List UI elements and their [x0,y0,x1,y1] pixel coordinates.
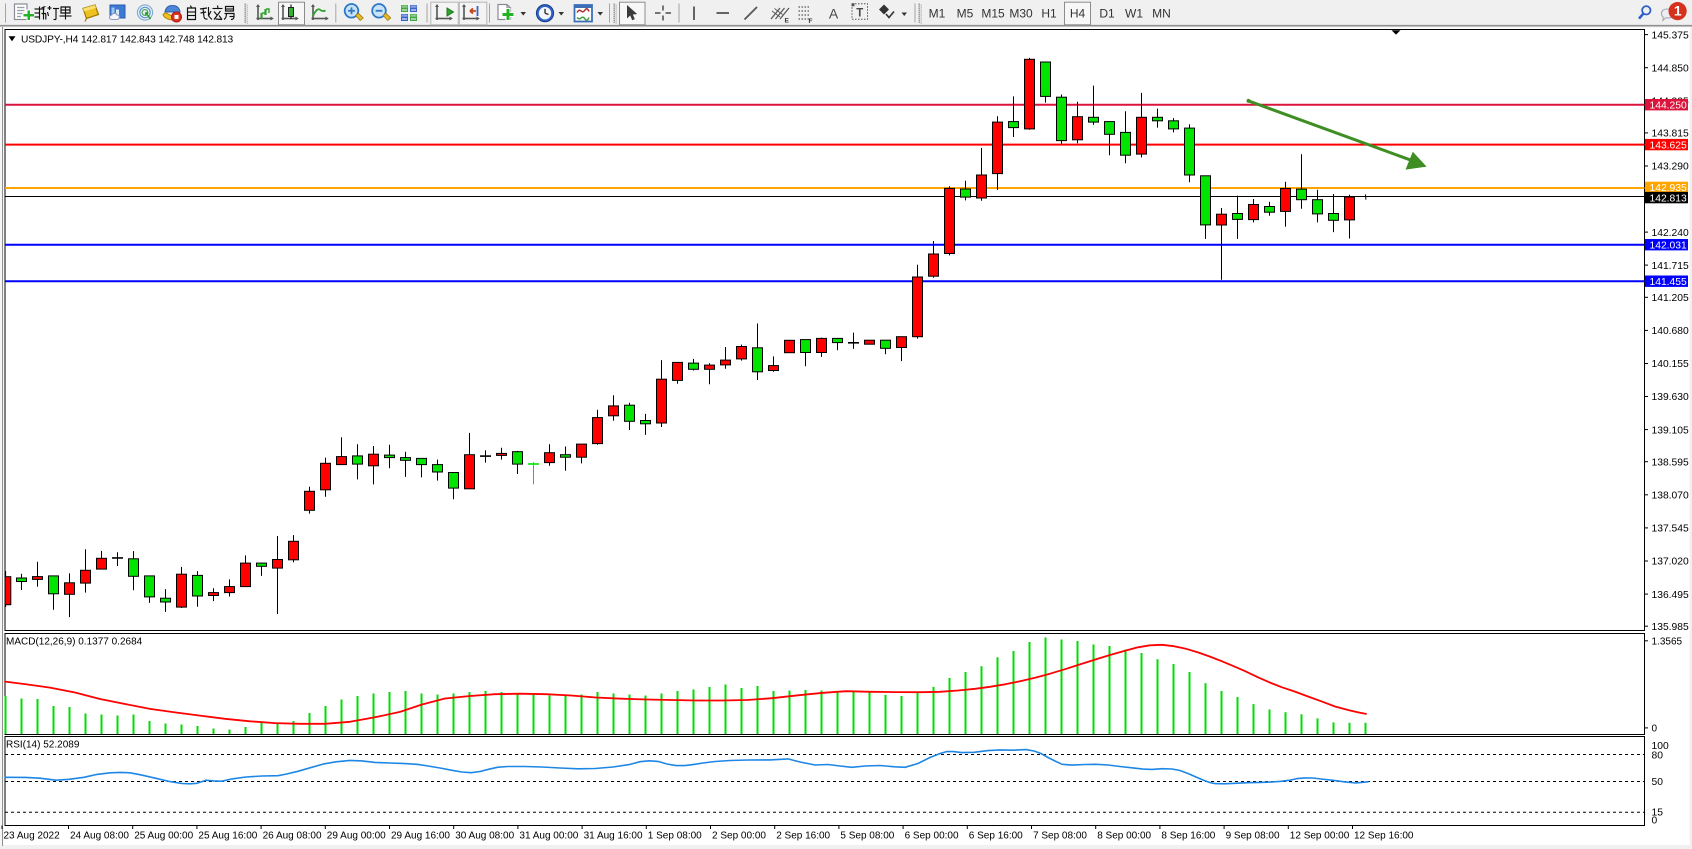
svg-text:30 Aug 08:00: 30 Aug 08:00 [455,831,514,842]
svg-text:143.625: 143.625 [1650,140,1687,151]
svg-text:0: 0 [1652,723,1658,734]
svg-text:140.155: 140.155 [1652,359,1689,370]
svg-text:139.105: 139.105 [1652,425,1689,436]
svg-text:143.290: 143.290 [1652,162,1689,173]
svg-text:143.815: 143.815 [1652,129,1689,140]
svg-text:12 Sep 16:00: 12 Sep 16:00 [1354,831,1414,842]
svg-text:M30: M30 [1009,7,1033,21]
svg-text:136.495: 136.495 [1652,590,1689,601]
svg-text:144.250: 144.250 [1650,100,1687,111]
svg-text:31 Aug 00:00: 31 Aug 00:00 [519,831,578,842]
svg-text:2 Sep 16:00: 2 Sep 16:00 [776,831,830,842]
svg-text:31 Aug 16:00: 31 Aug 16:00 [584,831,643,842]
svg-text:142.031: 142.031 [1650,240,1687,251]
svg-text:145.375: 145.375 [1652,30,1689,41]
svg-text:25 Aug 16:00: 25 Aug 16:00 [198,831,257,842]
svg-text:15: 15 [1652,808,1664,819]
svg-text:5 Sep 08:00: 5 Sep 08:00 [840,831,894,842]
svg-text:9 Sep 08:00: 9 Sep 08:00 [1226,831,1280,842]
svg-text:8 Sep 00:00: 8 Sep 00:00 [1097,831,1151,842]
svg-text:M15: M15 [981,7,1005,21]
svg-text:139.630: 139.630 [1652,392,1689,403]
svg-text:8 Sep 16:00: 8 Sep 16:00 [1161,831,1215,842]
svg-text:2 Sep 00:00: 2 Sep 00:00 [712,831,766,842]
svg-text:137.545: 137.545 [1652,524,1689,535]
svg-text:1 Sep 08:00: 1 Sep 08:00 [648,831,702,842]
svg-text:E: E [785,18,790,25]
svg-text:142.813: 142.813 [1650,193,1687,204]
svg-text:141.205: 141.205 [1652,293,1689,304]
svg-text:MN: MN [1152,7,1171,21]
svg-text:140.680: 140.680 [1652,326,1689,337]
svg-text:A: A [829,6,839,22]
svg-text:1.3565: 1.3565 [1652,636,1683,647]
svg-text:M1: M1 [929,7,946,21]
svg-text:6 Sep 16:00: 6 Sep 16:00 [969,831,1023,842]
svg-text:12 Sep 00:00: 12 Sep 00:00 [1290,831,1350,842]
svg-text:RSI(14) 52.2089: RSI(14) 52.2089 [6,740,80,751]
svg-text:H4: H4 [1070,7,1086,21]
svg-text:50: 50 [1652,777,1664,788]
svg-text:135.985: 135.985 [1652,622,1689,633]
svg-text:6 Sep 00:00: 6 Sep 00:00 [905,831,959,842]
svg-text:T: T [856,8,863,20]
svg-text:141.455: 141.455 [1650,277,1687,288]
svg-text:144.850: 144.850 [1652,63,1689,74]
svg-text:24 Aug 08:00: 24 Aug 08:00 [70,831,129,842]
svg-text:W1: W1 [1125,7,1143,21]
svg-text:0: 0 [1652,816,1658,827]
svg-text:137.020: 137.020 [1652,557,1689,568]
svg-text:USDJPY-,H4 142.817 142.843 14: USDJPY-,H4 142.817 142.843 142.748 142.8… [21,34,234,45]
svg-text:142.240: 142.240 [1652,228,1689,239]
svg-text:29 Aug 00:00: 29 Aug 00:00 [327,831,386,842]
svg-text:H1: H1 [1041,7,1057,21]
svg-text:M5: M5 [957,7,974,21]
svg-text:F: F [809,18,813,25]
svg-text:141.715: 141.715 [1652,261,1689,272]
svg-text:25 Aug 00:00: 25 Aug 00:00 [134,831,193,842]
svg-text:26 Aug 08:00: 26 Aug 08:00 [263,831,322,842]
svg-text:100: 100 [1652,741,1669,752]
svg-text:23 Aug 2022: 23 Aug 2022 [4,831,61,842]
svg-text:D1: D1 [1099,7,1115,21]
svg-text:7 Sep 08:00: 7 Sep 08:00 [1033,831,1087,842]
svg-text:29 Aug 16:00: 29 Aug 16:00 [391,831,450,842]
svg-text:MACD(12,26,9) 0.1377 0.2684: MACD(12,26,9) 0.1377 0.2684 [6,637,143,648]
svg-text:1: 1 [1674,3,1682,19]
svg-text:138.595: 138.595 [1652,457,1689,468]
svg-text:80: 80 [1652,751,1664,762]
svg-text:138.070: 138.070 [1652,491,1689,502]
svg-text:142.935: 142.935 [1650,183,1687,194]
